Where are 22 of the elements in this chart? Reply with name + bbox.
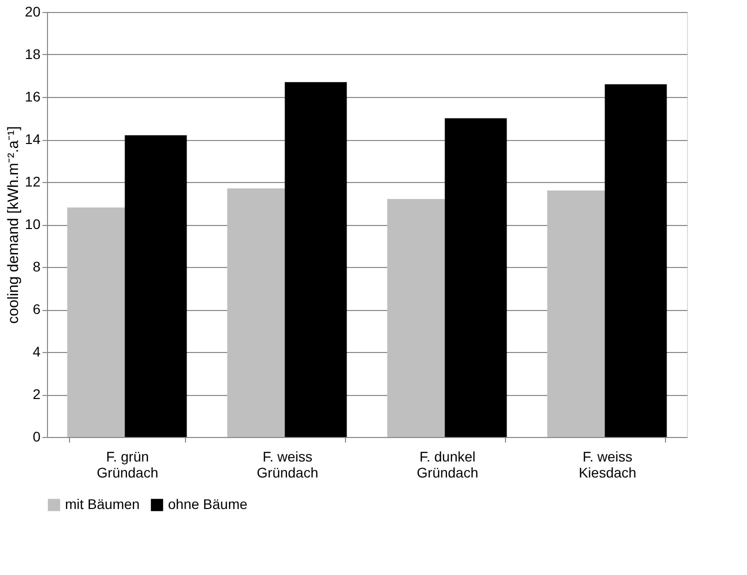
y-tick-label: 14 [24,131,41,147]
x-tick-label: F. grün Gründach [96,448,158,480]
bar [284,82,347,437]
y-tick-label: 2 [32,386,41,402]
y-tick-label: 4 [32,344,41,360]
y-axis-title: cooling demand [kWh.m⁻².a⁻¹] [4,126,22,324]
x-tick-label: F. weiss Kiesdach [578,448,636,480]
y-tick-label: 0 [32,428,41,444]
bar [124,135,187,437]
y-tick-label: 8 [32,258,41,274]
bar [444,118,507,437]
x-tick-label: F. weiss Gründach [256,448,318,480]
bar [604,84,667,437]
y-tick-label: 12 [24,174,41,190]
y-tick-label: 18 [24,46,41,62]
legend-label: mit Bäumen [65,496,140,512]
legend-label: ohne Bäume [168,496,248,512]
y-tick-label: 16 [24,88,41,104]
x-tick-label: F. dunkel Gründach [416,448,478,480]
y-tick-label: 20 [24,4,41,20]
y-tick-label: 6 [32,301,41,317]
y-tick-label: 10 [24,216,41,232]
